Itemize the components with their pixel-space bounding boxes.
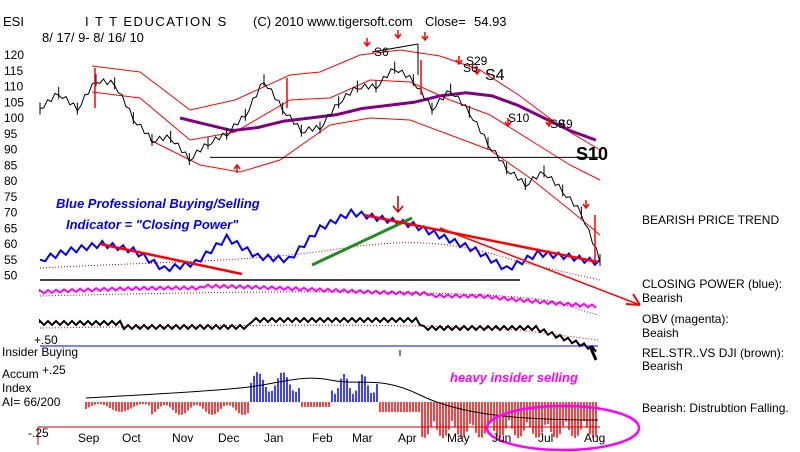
signal-label-5: S9 [550,117,565,131]
bearish-arrow-line [439,227,641,306]
month-label-Jul: Jul [538,431,553,445]
accum-title: Accum [2,367,39,381]
signal-bracket [371,43,419,53]
price-tick-95: 95 [4,127,18,141]
close-label: Close= [425,14,466,29]
sell-arrow-icon [582,200,590,210]
legend-relstr-value: Bearish [642,359,683,373]
price-tick-80: 80 [4,174,18,188]
date-range: 8/ 17/ 9- 8/ 16/ 10 [42,30,144,45]
bearish-arrow-icon [625,293,641,306]
price-tick-75: 75 [4,190,18,204]
month-label-Apr: Apr [398,431,417,445]
cp-annotation-1: Blue Professional Buying/Selling [56,196,260,211]
accum-tick-neg: -.25 [28,426,49,440]
sell-arrow-icon [421,32,429,42]
relstr-line [39,316,597,353]
stock-name: I T T EDUCATION S [85,14,228,29]
price-tick-120: 120 [4,48,24,62]
month-label-Jan: Jan [264,431,283,445]
month-label-Nov: Nov [172,431,193,445]
month-label-Oct: Oct [122,431,141,445]
price-tick-70: 70 [4,206,18,220]
buy-arrow-icon [233,163,241,173]
obv-line [39,283,597,309]
sell-arrow-icon [363,38,371,48]
month-label-Feb: Feb [312,431,333,445]
price-tick-90: 90 [4,143,18,157]
cp-annotation-2: Indicator = "Closing Power" [66,217,239,232]
legend-relstr-title: REL.STR..VS DJI (brown): [642,346,784,360]
middle-band [91,79,601,181]
signal-label-0: S6 [374,45,389,59]
symbol-label: ESI [3,14,24,29]
insider-tick: +.50 [34,333,58,347]
legend-price-trend: BEARISH PRICE TREND [642,213,779,227]
price-tick-55: 55 [4,253,18,267]
cp-uptrend-line [311,216,413,267]
price-tick-65: 65 [4,221,18,235]
price-tick-50: 50 [4,269,18,283]
signal-label-6: S9 [558,117,573,131]
insider-annotation: heavy insider selling [450,370,578,385]
price-tick-110: 110 [4,80,23,94]
accum-tick-pos: +.25 [42,363,66,377]
price-tick-100: 100 [4,111,24,125]
cp-downtrend-line-2 [363,213,599,264]
close-value: 54.93 [474,14,507,29]
sell-arrow-icon [455,56,463,66]
month-label-Sep: Sep [78,431,100,445]
insider-label: Insider Buying [2,345,78,359]
accum-ai: AI= 66/200 [2,395,61,409]
signal-label-7: S10 [576,144,608,164]
accum-ma [85,377,599,421]
sell-arrow-icon [394,30,402,40]
insider-drop [588,345,598,361]
price-line [39,68,601,263]
closing-power-line [39,207,601,273]
highlight-ellipse [485,404,641,452]
lower-band [149,117,601,236]
legend-cp-title: CLOSING POWER (blue): [642,277,782,291]
sell-arrow-icon [504,118,512,128]
legend-obv-title: OBV (magenta): [642,312,729,326]
month-label-May: May [447,431,470,445]
obv-ma [39,291,599,316]
signal-label-4: S10 [508,111,530,125]
month-label-Jun: Jun [492,431,511,445]
price-tick-85: 85 [4,158,18,172]
month-label-Dec: Dec [218,431,239,445]
signal-label-2: S6 [463,61,478,75]
month-label-Mar: Mar [352,431,373,445]
sell-arrow-icon [473,66,481,76]
moving-average-line [179,91,597,142]
signal-label-3: S4 [485,67,505,84]
price-tick-115: 115 [4,64,23,78]
sell-arrow-icon [545,118,553,128]
copyright-text: (C) 2010 www.tigersoft.com [253,14,413,29]
price-tick-105: 105 [4,95,24,109]
signal-label-1: S29 [466,54,488,68]
cp-downtrend-line-1 [99,242,243,276]
month-label-Aug: Aug [584,431,605,445]
accum-sub: Index [2,381,31,395]
price-tick-60: 60 [4,237,18,251]
upper-band [91,49,601,151]
legend-accum: Bearish: Distrubtion Falling. [642,401,789,415]
legend-cp-value: Bearish [642,291,683,305]
cp-sell-arrow-icon [392,196,404,214]
legend-obv-value: Beaish [642,326,679,340]
